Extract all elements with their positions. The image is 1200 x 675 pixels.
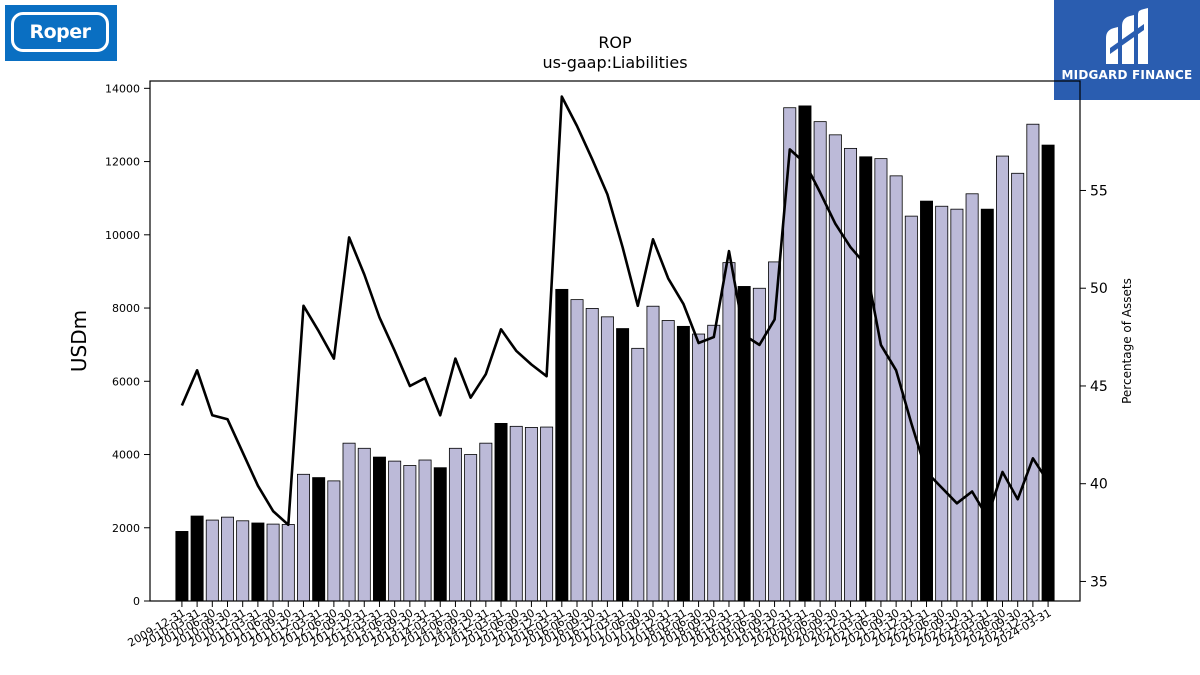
bar-2017-03-31 [616, 328, 630, 602]
y-axis-label: USDm [67, 310, 91, 372]
bar-2010-12-31 [236, 520, 250, 602]
y-tick-label-14000: 14000 [105, 82, 140, 95]
bar-2020-12-31 [844, 147, 858, 602]
bar-2013-09-30 [403, 465, 417, 602]
y2-tick-label-45: 45 [1090, 379, 1108, 395]
bar-2010-09-30 [221, 516, 234, 602]
plot-frame [149, 80, 1081, 602]
bar-2010-06-30 [205, 519, 219, 602]
bar-2023-12-31 [1026, 123, 1040, 602]
bar-2014-03-31 [433, 467, 447, 602]
bar-2013-06-30 [388, 460, 402, 602]
y-tick-label-4000: 4000 [112, 449, 140, 462]
bar-2018-03-31 [676, 325, 690, 602]
y2-tick-label-35: 35 [1090, 574, 1108, 590]
bar-2011-12-31 [297, 473, 310, 602]
y-tick-label-12000: 12000 [105, 156, 140, 169]
bar-2019-12-31 [783, 107, 797, 602]
bar-2023-09-30 [1011, 172, 1025, 602]
y2-tick-label-50: 50 [1090, 281, 1108, 297]
bar-2020-09-30 [828, 134, 842, 602]
bar-2018-06-30 [692, 333, 706, 602]
bar-2011-09-30 [281, 524, 295, 602]
bar-2011-03-31 [251, 522, 265, 602]
bar-2011-06-30 [266, 523, 280, 602]
bar-2023-03-31 [980, 208, 994, 602]
bar-2022-06-30 [935, 205, 949, 602]
bar-2012-12-31 [357, 447, 371, 602]
bar-2015-03-31 [494, 422, 508, 602]
bar-2019-06-30 [752, 287, 766, 602]
bar-2014-09-30 [464, 454, 478, 602]
bar-2016-06-30 [570, 299, 584, 602]
bar-2016-09-30 [585, 308, 599, 602]
y2-tick-label-55: 55 [1090, 183, 1108, 199]
bar-2014-06-30 [448, 447, 462, 602]
midgard-logo-text: MIDGARD FINANCE [1061, 68, 1193, 82]
y-tick-label-8000: 8000 [112, 302, 140, 315]
bar-2013-03-31 [372, 456, 386, 602]
y-tick-label-6000: 6000 [112, 375, 140, 388]
midgard-emblem-icon [1106, 8, 1148, 64]
bar-2015-09-30 [524, 427, 538, 602]
bar-2018-09-30 [707, 324, 721, 602]
roper-logo: Roper [5, 5, 117, 61]
bar-2017-06-30 [631, 347, 645, 602]
bar-2015-12-31 [540, 426, 554, 602]
roper-logo-frame: Roper [11, 12, 109, 52]
y-tick-label-2000: 2000 [112, 522, 140, 535]
bar-2020-03-31 [798, 105, 812, 602]
bar-2012-06-30 [327, 480, 341, 602]
percentage-of-assets-line [180, 95, 1050, 527]
bar-2018-12-31 [722, 262, 736, 602]
y-tick-label-0: 0 [133, 595, 140, 608]
bar-2017-09-30 [646, 305, 660, 602]
bar-2013-12-31 [418, 459, 432, 602]
roper-logo-text: Roper [29, 21, 91, 43]
chart-title: ROP [598, 33, 632, 52]
y2-tick-label-40: 40 [1090, 477, 1108, 493]
bar-2024-03-31 [1041, 144, 1055, 602]
bar-2010-03-31 [190, 515, 204, 602]
bar-2016-03-31 [555, 288, 569, 602]
y-tick-label-10000: 10000 [105, 229, 140, 242]
bar-2012-03-31 [312, 477, 326, 602]
bar-2021-06-30 [874, 158, 888, 602]
bar-2022-09-30 [950, 208, 964, 602]
bar-2021-03-31 [859, 156, 873, 602]
y2-axis-label: Percentage of Assets [1120, 278, 1134, 404]
bar-2015-06-30 [509, 425, 523, 602]
bar-2017-12-31 [661, 320, 675, 602]
bar-2009-12-31 [175, 531, 189, 602]
bar-2016-12-31 [600, 316, 614, 602]
chart-subtitle: us-gaap:Liabilities [542, 53, 687, 72]
midgard-finance-logo: MIDGARD FINANCE [1054, 0, 1200, 100]
bar-2022-12-31 [965, 193, 979, 602]
bar-2022-03-31 [920, 200, 933, 602]
bar-2023-06-30 [996, 155, 1009, 602]
bar-2014-12-31 [479, 442, 493, 602]
bar-2012-09-30 [342, 442, 356, 602]
